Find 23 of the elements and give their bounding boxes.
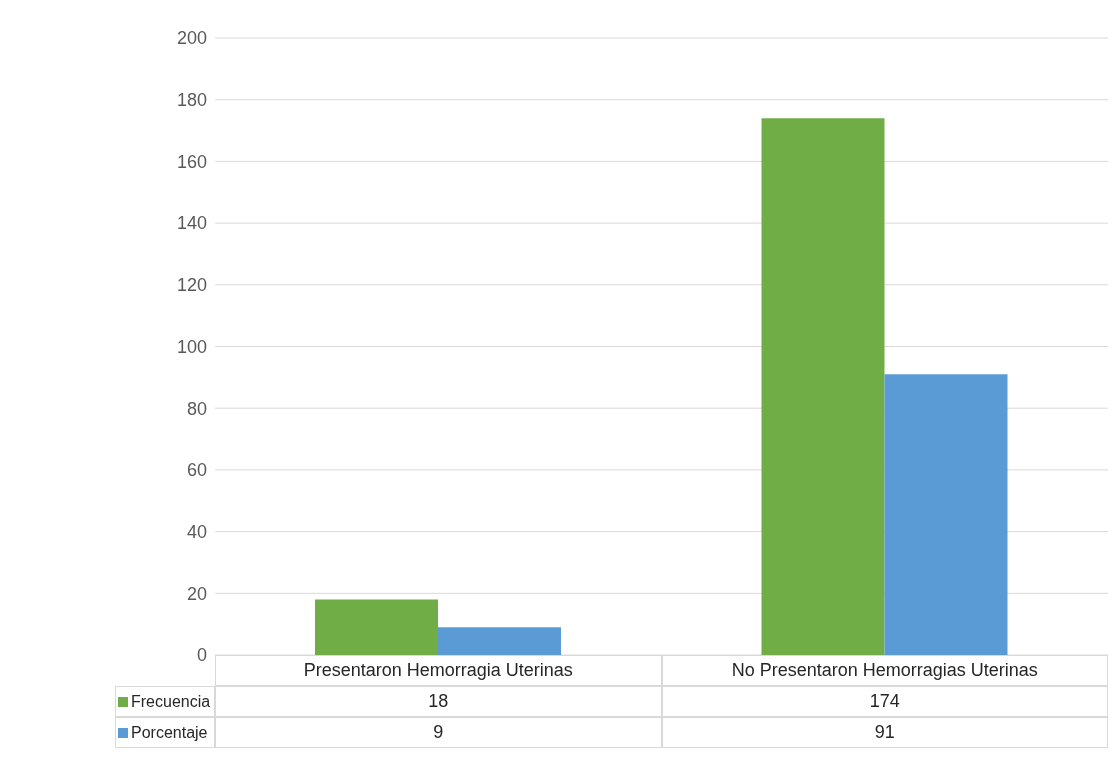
legend-label: Frecuencia xyxy=(115,686,215,717)
legend-label: Porcentaje xyxy=(115,717,215,748)
x-tick-label: Presentaron Hemorragia Uterinas xyxy=(215,655,662,686)
data-label: 174 xyxy=(661,686,1108,717)
y-tick-label: 180 xyxy=(176,90,207,111)
data-label: 9 xyxy=(215,717,662,748)
bar xyxy=(315,599,438,655)
bar xyxy=(438,627,561,655)
bar xyxy=(761,118,885,655)
y-tick-label: 200 xyxy=(176,28,207,49)
y-tick-label: 40 xyxy=(186,521,207,542)
y-tick-label: 160 xyxy=(176,151,207,172)
bar xyxy=(884,374,1008,655)
y-tick-label: 60 xyxy=(186,460,207,481)
y-tick-label: 140 xyxy=(176,213,207,234)
y-tick-label: 80 xyxy=(186,398,207,419)
data-label: 18 xyxy=(215,686,662,717)
x-tick-label: No Presentaron Hemorragias Uterinas xyxy=(661,655,1108,686)
y-tick-label: 20 xyxy=(186,583,207,604)
y-tick-label: 0 xyxy=(196,645,207,666)
y-tick-label: 120 xyxy=(176,275,207,296)
y-tick-label: 100 xyxy=(176,336,207,357)
data-label: 91 xyxy=(661,717,1108,748)
